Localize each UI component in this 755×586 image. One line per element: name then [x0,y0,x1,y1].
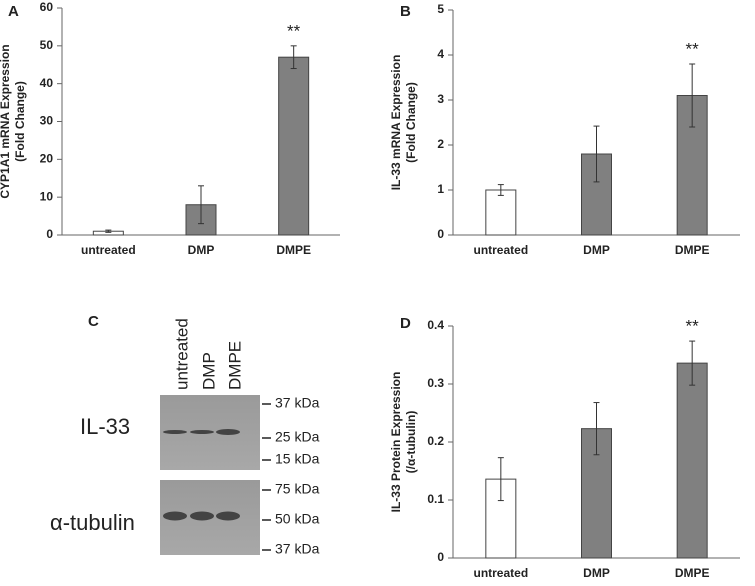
x-tick-label: DMP [583,243,610,257]
error-bar [105,229,112,233]
blot-band [216,511,240,521]
error-bar [198,185,204,225]
y-tick-label: 4 [437,47,444,61]
x-tick-label: DMPE [276,243,311,257]
y-tick-label: 0.3 [427,376,444,390]
y-axis-label: CYP1A1 mRNA Expression [0,44,12,198]
error-bar [689,340,696,386]
blot-band [190,511,214,521]
y-axis-label: (Fold Change) [13,81,27,162]
y-axis-label: IL-33 Protein Expression [389,372,403,513]
significance-mark: ** [686,39,700,58]
marker-label: 25 kDa [275,429,320,445]
blot-band [163,430,187,434]
bar [485,189,517,236]
y-tick-label: 40 [40,76,54,90]
marker-label: 37 kDa [275,541,320,557]
error-bar [497,184,504,196]
panel-label: C [88,313,99,330]
panel-label: B [400,3,411,20]
protein-label: α-tubulin [50,510,135,535]
marker-label: 75 kDa [275,481,320,497]
x-tick-label: untreated [473,243,528,257]
blot-band [190,430,214,434]
panel-label: D [400,315,411,332]
x-tick-label: DMPE [675,566,710,580]
lane-label: DMPE [225,341,244,390]
y-axis-label: (Fold Change) [404,82,418,163]
blot-band [163,511,187,521]
y-tick-label: 0 [437,227,444,241]
panel-label: A [8,3,19,20]
marker-label: 50 kDa [275,511,320,527]
y-tick-label: 60 [40,0,54,14]
bar [278,56,310,236]
x-tick-label: DMP [583,566,610,580]
bar [676,362,708,559]
y-tick-label: 0.4 [427,318,444,332]
y-tick-label: 0 [46,227,53,241]
y-tick-label: 3 [437,92,444,106]
y-axis-label: (/α-tubulin) [404,411,418,474]
error-bar [290,45,297,70]
error-bar [593,402,600,456]
y-tick-label: 10 [40,189,54,203]
y-tick-label: 0.2 [427,434,444,448]
y-tick-label: 20 [40,152,54,166]
x-tick-label: untreated [473,566,528,580]
lane-label: untreated [172,318,191,390]
y-tick-label: 0.1 [427,492,444,506]
significance-mark: ** [686,317,700,336]
y-tick-label: 30 [40,114,54,128]
protein-label: IL-33 [80,414,130,439]
marker-label: 15 kDa [275,451,320,467]
x-tick-label: DMPE [675,243,710,257]
y-tick-label: 50 [40,38,54,52]
y-tick-label: 0 [437,550,444,564]
x-tick-label: DMP [188,243,215,257]
y-tick-label: 1 [437,182,444,196]
error-bar [497,457,504,502]
y-axis-label: IL-33 mRNA Expression [389,55,403,191]
lane-label: DMP [199,352,218,390]
error-bar [593,125,600,183]
marker-label: 37 kDa [275,395,320,411]
blot-band [216,429,240,435]
y-tick-label: 2 [437,137,444,151]
x-tick-label: untreated [81,243,136,257]
significance-mark: ** [287,21,301,40]
error-bar [689,63,696,128]
y-tick-label: 5 [437,2,444,16]
